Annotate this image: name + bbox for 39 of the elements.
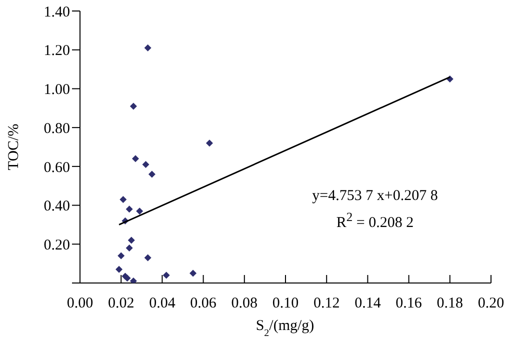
y-axis-title: TOC/% bbox=[6, 124, 22, 170]
x-tick-label: 0.08 bbox=[231, 296, 258, 312]
point bbox=[148, 170, 156, 178]
point bbox=[116, 266, 123, 273]
x-tick-label: 0.06 bbox=[190, 296, 217, 312]
annotation: y=4.753 7 x+0.207 8 bbox=[311, 187, 439, 206]
point bbox=[162, 272, 170, 279]
y-tick-label: 0.80 bbox=[44, 120, 70, 137]
point bbox=[118, 252, 125, 260]
point bbox=[142, 160, 150, 168]
x-axis-title: S$_{2}$/(mg/g) bbox=[256, 318, 314, 338]
y-tick-label: 1.00 bbox=[44, 82, 70, 98]
x-tick-label: 0.04 bbox=[149, 296, 176, 312]
point bbox=[190, 270, 197, 277]
point bbox=[206, 140, 213, 147]
x-tick-label: 0.00 bbox=[66, 296, 94, 312]
point bbox=[130, 102, 137, 110]
point bbox=[144, 44, 152, 52]
point bbox=[144, 254, 152, 262]
point bbox=[126, 206, 133, 213]
x-tick-label: 0.14 bbox=[354, 296, 382, 312]
x-tick-label: 0.12 bbox=[313, 296, 340, 312]
y-tick-label: 1.40 bbox=[44, 4, 70, 20]
x-tick-label: 0.02 bbox=[108, 296, 134, 312]
y-tick-label: 0.20 bbox=[44, 237, 70, 254]
x-tick-label: 0.20 bbox=[478, 296, 504, 312]
x-tick-label: 0.18 bbox=[436, 296, 464, 312]
point bbox=[130, 278, 137, 283]
point bbox=[132, 155, 139, 162]
annotation: R$^{2}$ = 0.208 2 bbox=[335, 209, 415, 233]
point bbox=[128, 236, 135, 244]
point bbox=[136, 208, 144, 215]
x-tick-label: 0.16 bbox=[396, 296, 422, 312]
y-tick-label: 1.20 bbox=[44, 43, 70, 60]
point bbox=[126, 244, 133, 252]
point bbox=[120, 196, 127, 203]
x-tick-label: 0.10 bbox=[272, 296, 299, 312]
y-tick-label: 0.40 bbox=[44, 198, 70, 215]
y-tick-label: 0.60 bbox=[44, 160, 70, 176]
